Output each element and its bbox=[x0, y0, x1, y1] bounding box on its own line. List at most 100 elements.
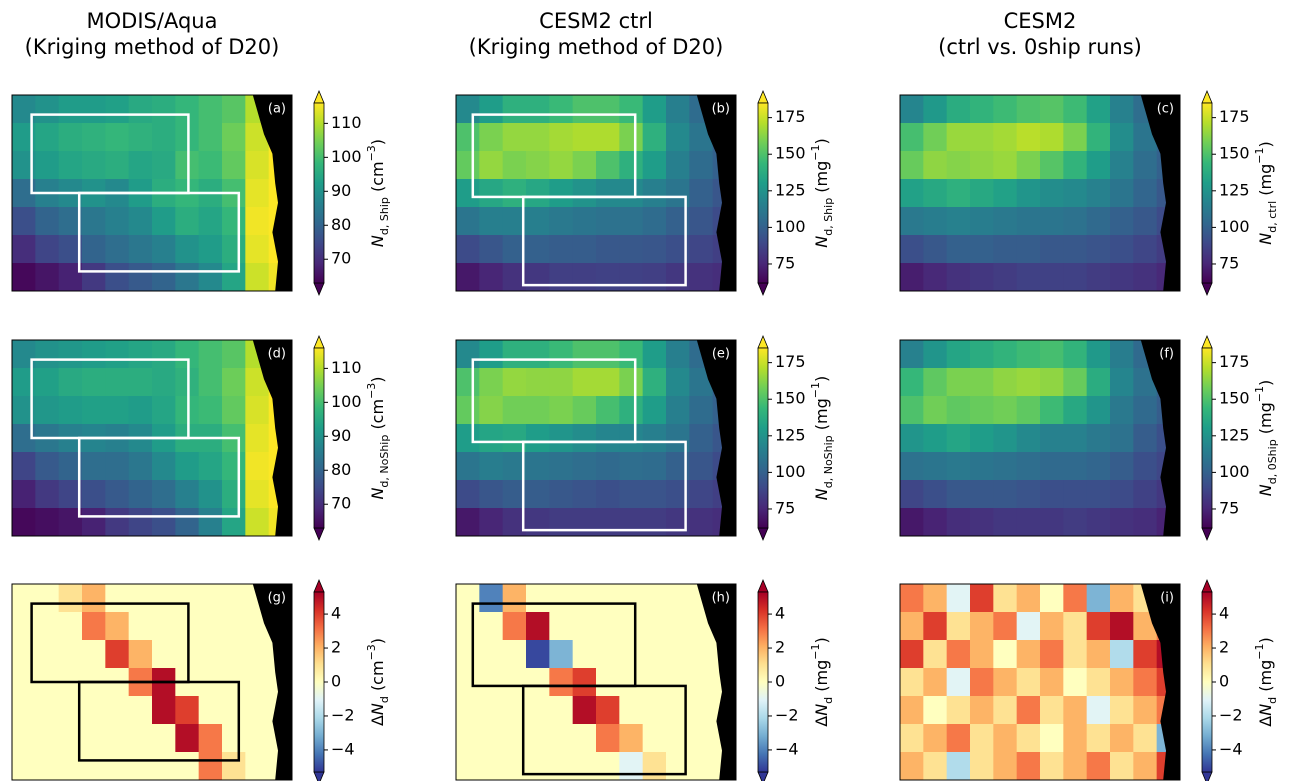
colorbar-extend-top bbox=[757, 578, 769, 593]
cell bbox=[642, 696, 667, 725]
cell bbox=[946, 508, 971, 537]
cell bbox=[549, 340, 574, 369]
cell bbox=[993, 368, 1018, 397]
panel-label: (e) bbox=[712, 347, 730, 362]
cell bbox=[619, 235, 644, 264]
cell bbox=[35, 452, 60, 481]
cell bbox=[1040, 584, 1064, 613]
cell bbox=[619, 424, 644, 453]
cell bbox=[502, 368, 527, 397]
cell bbox=[619, 263, 644, 292]
colorbar-tick-label: 100 bbox=[1219, 462, 1250, 481]
cell bbox=[152, 151, 176, 180]
cell bbox=[970, 179, 994, 208]
panel-label: (b) bbox=[712, 102, 730, 117]
colorbar-tick-label: 150 bbox=[775, 389, 806, 408]
cell bbox=[526, 396, 550, 425]
colorbar-label-part: −1 bbox=[809, 382, 822, 398]
cell bbox=[619, 480, 644, 509]
colorbar bbox=[313, 102, 325, 284]
colorbar bbox=[757, 102, 769, 284]
colorbar-label-part: −1 bbox=[1253, 386, 1266, 402]
cell bbox=[946, 696, 971, 725]
cell bbox=[12, 95, 36, 124]
cell bbox=[1110, 668, 1134, 697]
cell bbox=[619, 452, 644, 481]
cell bbox=[479, 151, 504, 180]
cell bbox=[572, 724, 597, 753]
cell bbox=[689, 424, 714, 453]
cell bbox=[456, 612, 480, 641]
cell bbox=[198, 724, 223, 753]
cell bbox=[572, 452, 597, 481]
cell bbox=[970, 452, 994, 481]
cell bbox=[222, 480, 246, 509]
cell bbox=[1110, 752, 1134, 781]
cell bbox=[642, 123, 667, 152]
cell bbox=[993, 396, 1018, 425]
cell bbox=[526, 95, 550, 124]
cell bbox=[35, 95, 60, 124]
cell bbox=[596, 480, 620, 509]
cell bbox=[58, 724, 83, 753]
cell bbox=[666, 452, 690, 481]
cell bbox=[152, 368, 176, 397]
cell bbox=[689, 151, 714, 180]
cell bbox=[923, 508, 948, 537]
cell bbox=[456, 235, 480, 264]
column-title: CESM2 bbox=[1004, 9, 1077, 33]
cell bbox=[572, 696, 597, 725]
cell bbox=[245, 724, 270, 753]
cell bbox=[642, 724, 667, 753]
cell bbox=[619, 396, 644, 425]
colorbar-label-part: (mg bbox=[1256, 402, 1275, 439]
colorbar-label-part: Δ bbox=[1256, 716, 1275, 727]
region-box bbox=[521, 195, 687, 287]
cell bbox=[502, 235, 527, 264]
cell bbox=[128, 368, 153, 397]
cell bbox=[198, 612, 223, 641]
cell bbox=[572, 368, 597, 397]
colorbar-label-part: −3 bbox=[365, 383, 378, 399]
cell bbox=[993, 752, 1018, 781]
cell bbox=[1016, 151, 1041, 180]
cell bbox=[502, 263, 527, 292]
cell bbox=[572, 340, 597, 369]
cell bbox=[549, 724, 574, 753]
cell bbox=[596, 724, 620, 753]
cell bbox=[128, 640, 153, 669]
cell bbox=[82, 123, 106, 152]
cell bbox=[946, 263, 971, 292]
cell bbox=[198, 207, 223, 236]
cell bbox=[666, 424, 690, 453]
cell bbox=[12, 179, 36, 208]
cell bbox=[1110, 151, 1134, 180]
cell bbox=[82, 752, 106, 781]
cell bbox=[1016, 696, 1041, 725]
cell bbox=[12, 123, 36, 152]
colorbar-tick-label: 175 bbox=[775, 352, 806, 371]
cell bbox=[12, 151, 36, 180]
cell bbox=[900, 452, 924, 481]
colorbar-extend-bottom bbox=[1201, 282, 1213, 297]
cell bbox=[642, 396, 667, 425]
cell bbox=[946, 584, 971, 613]
cell bbox=[12, 480, 36, 509]
colorbar-label-part: d, Ship bbox=[378, 197, 391, 235]
cell bbox=[970, 752, 994, 781]
cell bbox=[222, 207, 246, 236]
cell bbox=[642, 668, 667, 697]
cell bbox=[128, 724, 153, 753]
cell bbox=[152, 696, 176, 725]
colorbar-tick-label: 4 bbox=[331, 604, 341, 623]
cell bbox=[549, 368, 574, 397]
colorbar-label-part: (mg bbox=[1256, 164, 1275, 201]
cell bbox=[596, 263, 620, 292]
cell bbox=[923, 584, 948, 613]
colorbar-tick-label: 75 bbox=[775, 253, 795, 272]
colorbar-label: Nd, ctrl (mg−1) bbox=[1253, 141, 1279, 244]
colorbar-extend-top bbox=[1201, 334, 1213, 349]
cell bbox=[198, 368, 223, 397]
cell bbox=[222, 452, 246, 481]
cell bbox=[245, 668, 270, 697]
